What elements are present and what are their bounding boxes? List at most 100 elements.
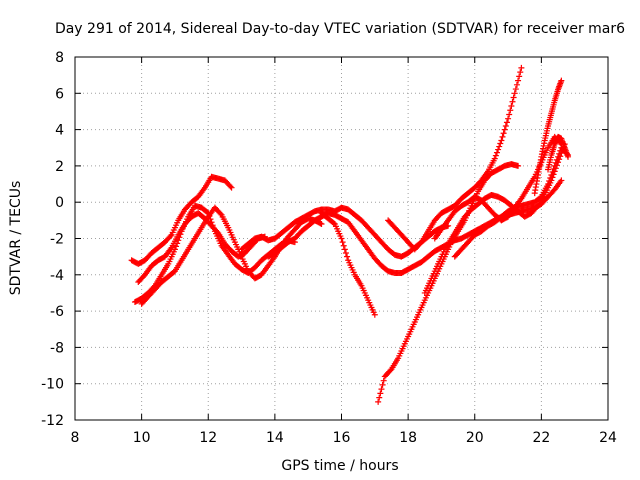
data-point: [512, 86, 519, 93]
data-point: [510, 94, 517, 101]
data-point: [516, 73, 523, 80]
data-point: [214, 228, 221, 235]
data-point: [503, 119, 510, 126]
y-tick-label: -6: [50, 304, 64, 320]
data-point: [496, 143, 503, 150]
data-point: [340, 242, 347, 249]
data-point: [553, 156, 560, 163]
series-7: [318, 210, 378, 318]
data-point: [167, 233, 174, 240]
data-point: [513, 81, 520, 88]
data-point: [556, 150, 563, 157]
y-tick-label: -8: [50, 340, 64, 356]
data-point: [342, 250, 349, 257]
data-point: [227, 183, 234, 190]
y-tick-label: 2: [55, 159, 64, 175]
series-2: [131, 202, 298, 306]
data-point: [545, 181, 552, 188]
series-8: [375, 161, 522, 405]
data-point: [552, 159, 559, 166]
data-point: [499, 133, 506, 140]
x-tick-label: 14: [266, 430, 284, 446]
data-point: [558, 177, 565, 184]
data-point: [549, 168, 556, 175]
data-point: [501, 126, 508, 133]
data-point: [505, 115, 512, 122]
data-point: [330, 220, 337, 227]
data-point: [500, 130, 507, 137]
data-point: [515, 77, 522, 84]
y-tick-label: 0: [55, 195, 64, 211]
data-point: [344, 253, 351, 260]
series-14: [545, 133, 572, 173]
data-point: [508, 103, 515, 110]
x-tick-label: 16: [333, 430, 351, 446]
data-point: [493, 149, 500, 156]
x-tick-label: 8: [71, 430, 80, 446]
data-point: [491, 155, 498, 162]
y-tick-label: -12: [41, 413, 64, 429]
y-tick-label: -2: [50, 232, 64, 248]
chart-title: Day 291 of 2014, Sidereal Day-to-day VTE…: [55, 21, 625, 37]
data-point: [537, 194, 544, 201]
data-point: [546, 178, 553, 185]
data-point: [417, 240, 424, 247]
data-point: [507, 107, 514, 114]
data-point: [228, 184, 235, 191]
data-point: [498, 137, 505, 144]
data-point: [338, 235, 345, 242]
data-point: [555, 153, 562, 160]
data-point: [376, 394, 383, 401]
data-point: [380, 377, 387, 384]
series-13: [531, 77, 565, 197]
series-10: [421, 141, 568, 296]
data-point: [548, 171, 555, 178]
data-point: [377, 390, 384, 397]
series-9: [385, 64, 525, 253]
data-point: [375, 398, 382, 405]
data-point: [492, 152, 499, 159]
data-point: [173, 243, 180, 250]
data-point: [495, 146, 502, 153]
data-point: [318, 220, 325, 227]
data-point: [517, 69, 524, 76]
y-tick-label: 6: [55, 86, 64, 102]
x-axis-label: GPS time / hours: [281, 458, 398, 474]
data-point: [565, 153, 572, 160]
data-point: [217, 210, 224, 217]
series-12: [451, 144, 572, 260]
x-tick-label: 10: [133, 430, 151, 446]
data-point: [509, 98, 516, 105]
data-point: [533, 204, 540, 211]
data-point: [379, 381, 386, 388]
y-tick-label: 8: [55, 50, 64, 66]
data-point: [518, 64, 525, 71]
data-point: [511, 90, 518, 97]
data-point: [547, 175, 554, 181]
x-tick-label: 22: [532, 430, 550, 446]
data-point: [387, 367, 394, 374]
y-tick-label: 4: [55, 123, 64, 139]
y-tick-label: -4: [50, 268, 64, 284]
x-tick-label: 20: [466, 430, 484, 446]
x-tick-label: 12: [199, 430, 217, 446]
y-tick-label: -10: [41, 377, 64, 393]
series-1: [128, 173, 235, 267]
data-point: [515, 162, 522, 169]
data-point: [558, 77, 565, 84]
series-6: [265, 177, 565, 276]
data-point: [502, 122, 509, 129]
data-point: [371, 311, 378, 318]
x-tick-label: 18: [399, 430, 417, 446]
data-point: [378, 386, 385, 393]
data-point: [506, 111, 513, 118]
data-points: [128, 64, 572, 405]
data-point: [497, 140, 504, 147]
y-axis-label: SDTVAR / TECUs: [8, 181, 24, 296]
x-tick-label: 24: [599, 430, 617, 446]
data-point: [317, 220, 324, 227]
data-point: [341, 246, 348, 253]
data-point: [339, 239, 346, 246]
